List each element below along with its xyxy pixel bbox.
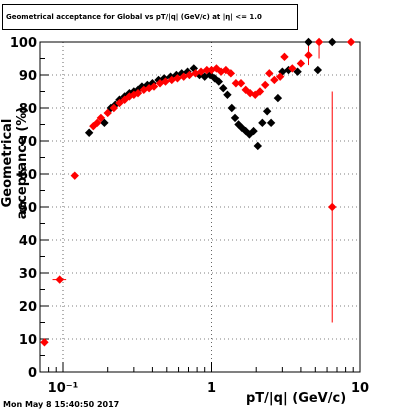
data-markers [40,37,356,347]
red-series-point [40,338,49,347]
y-tick-label: 90 [19,69,37,84]
y-axis-label: Geometrical acceptance (%) [0,106,30,220]
grid-lines [40,42,360,372]
black-series-point [304,37,313,47]
black-series-point [219,84,228,93]
red-series-point [129,90,139,99]
y-tick-label: 40 [19,234,37,249]
red-series-point [296,59,306,68]
axes [39,41,361,373]
black-series-point [266,118,276,128]
x-axis-label: pT/|q| (GeV/c) [246,391,347,406]
black-series-point [273,93,283,103]
black-series-point [262,107,272,116]
y-tick-label: 80 [19,102,37,117]
black-series-point [210,74,219,83]
y-tick-label: 70 [19,135,37,150]
y-tick-label: 50 [19,201,37,216]
red-series-point [103,108,112,118]
red-series-point [226,69,236,78]
black-series-point [313,65,323,75]
red-series-point [255,87,265,96]
timestamp: Mon May 8 15:40:50 2017 [3,400,120,409]
red-series-point [196,67,206,76]
red-series-point [185,70,194,80]
red-series-point [96,113,106,123]
red-series-point [236,79,246,88]
red-series-point [241,85,250,95]
red-series-point [202,65,212,75]
red-series-point [173,74,182,83]
black-series-point [143,80,152,90]
red-series-point [275,72,285,81]
red-series-point [149,82,159,91]
black-series-point [84,128,94,137]
red-series-point [270,75,279,85]
red-series-point [70,171,79,180]
y-tick-label: 100 [10,36,37,51]
red-series-point [245,88,255,98]
red-series-point [288,64,297,73]
black-series-point [223,90,232,99]
red-series-point [346,37,356,47]
y-tick-label: 60 [19,168,37,183]
black-series-point [328,37,337,47]
red-series-point [314,37,324,47]
black-series-point [258,118,267,128]
chart-title: Geometrical acceptance for Global vs pT/… [2,4,298,30]
x-tick-label: 10 [351,381,369,396]
black-series-point [253,141,262,151]
black-series-point [100,118,109,128]
x-tick-label: 1 [207,381,216,396]
black-series-point [230,113,240,123]
error-bars [41,42,333,343]
red-series-point [265,69,274,78]
black-series-point [284,65,293,75]
red-series-point [109,103,119,113]
red-series-point [231,79,241,88]
red-series-point [304,51,313,60]
red-series-point [328,202,337,212]
black-series-point [177,69,186,78]
red-series-point [161,77,170,86]
black-series-point [214,77,224,86]
red-series-point [280,52,289,62]
red-series-point [261,80,270,90]
black-series-point [227,103,237,113]
y-tick-label: 30 [19,267,37,282]
red-series-point [133,88,143,98]
red-series-point [167,75,176,85]
x-tick-label: 10⁻¹ [48,381,79,396]
y-tick-label: 10 [19,333,37,348]
y-tick-label: 20 [19,300,37,315]
y-tick-label: 0 [28,366,37,381]
red-series-point [55,275,64,284]
red-series-point [207,65,216,75]
red-series-point [93,118,102,128]
black-series-point [293,67,302,76]
black-series-point [183,67,192,76]
black-series-point [249,126,258,136]
red-series-point [115,98,124,108]
tick-labels: 0 10 20 30 40 50 60 70 80 90 100 10⁻¹ 1 10 [10,36,369,396]
